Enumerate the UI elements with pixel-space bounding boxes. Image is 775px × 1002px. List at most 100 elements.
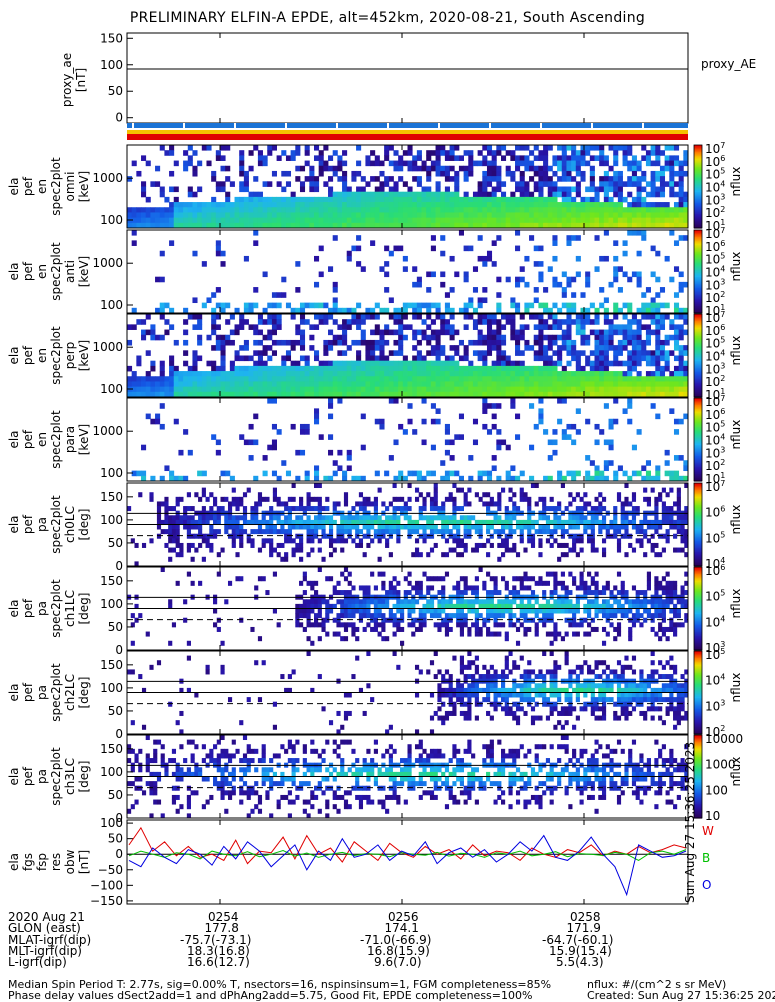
spectrogram-cell (378, 632, 382, 637)
spectrogram-cell (164, 529, 168, 534)
spectrogram-cell (492, 319, 497, 325)
spectrogram-cell (613, 181, 618, 187)
spectrogram-cell (632, 445, 637, 451)
spectrogram-cell (613, 419, 618, 425)
spectrogram-cell (445, 171, 450, 177)
spectrogram-cell (217, 515, 221, 520)
spectrogram-cell (228, 534, 232, 539)
spectrogram-cell (490, 497, 494, 502)
spectrogram-cell (329, 525, 333, 530)
spectrogram-cell (348, 534, 352, 539)
spectrogram-cell (468, 171, 473, 177)
spectrogram-cell (450, 207, 455, 213)
spectrogram-cell (552, 256, 557, 262)
spectrogram-cell (679, 287, 684, 293)
spectrogram-cell (366, 622, 370, 627)
spectrogram-cell (669, 350, 674, 356)
spectrogram-cell (267, 330, 272, 336)
spectrogram-cell (473, 381, 478, 387)
spectrogram-cell (198, 581, 202, 586)
spectrogram-cell (281, 340, 286, 346)
spectrogram-cell (674, 387, 679, 393)
spectrogram-cell (146, 330, 151, 336)
spectrogram-cell (211, 212, 216, 218)
spectrogram-cell (280, 529, 284, 534)
spectrogram-cell (375, 345, 380, 351)
axis-label-line: ela (7, 515, 21, 533)
spectrogram-cell (384, 150, 389, 156)
spectrogram-cell (445, 356, 450, 362)
spectrogram-cell (430, 515, 434, 520)
spectrogram-cell (258, 376, 263, 382)
spectrogram-cell (202, 381, 207, 387)
spectrogram-cell (623, 251, 628, 257)
spectrogram-cell (512, 543, 516, 548)
spectrogram-cell (384, 155, 389, 161)
spectrogram-cell (305, 356, 310, 362)
spectrogram-cell (632, 548, 636, 553)
spectrogram-cell (344, 622, 348, 627)
spectrogram-cell (595, 366, 600, 372)
spectrogram-cell (258, 155, 263, 161)
spectrogram-cell (328, 381, 333, 387)
spectrogram-cell (520, 187, 525, 193)
spectrogram-cell (591, 548, 595, 553)
spectrogram-cell (206, 381, 211, 387)
spectrogram-cell (273, 548, 277, 553)
spectrogram-cell (496, 292, 501, 298)
spectrogram-cell (351, 171, 356, 177)
spectrogram-cell (576, 525, 580, 530)
spectrogram-cell (520, 335, 525, 341)
spectrogram-cell (325, 613, 329, 618)
spectrogram-cell (445, 166, 450, 172)
spectrogram-cell (665, 450, 670, 456)
spectrogram-cell (618, 287, 623, 293)
spectrogram-cell (269, 529, 273, 534)
spectrogram-cell (396, 525, 400, 530)
spectrogram-cell (450, 356, 455, 362)
axis-label-line: [keV] (77, 340, 91, 371)
spectrogram-cell (370, 381, 375, 387)
spectrogram-cell (150, 181, 155, 187)
spectrogram-cell (665, 366, 670, 372)
spectrogram-cell (669, 387, 674, 393)
spectrogram-cell (169, 387, 174, 393)
axis-label-line: spec2plot (49, 242, 63, 301)
spectrogram-cell (590, 218, 595, 224)
spectrogram-cell (623, 181, 628, 187)
spectrogram-cell (239, 150, 244, 156)
spectrogram-cell (434, 622, 438, 627)
spectrogram-cell (609, 319, 614, 325)
spectrogram-cell (426, 361, 431, 367)
spectrogram-cell (269, 515, 273, 520)
spectrogram-cell (328, 376, 333, 382)
spectrogram-cell (468, 303, 473, 309)
spectrogram-cell (646, 155, 651, 161)
spectrogram-cell (398, 202, 403, 208)
spectrogram-cell (609, 218, 614, 224)
spectrogram-cell (595, 207, 600, 213)
spectrogram-cell (329, 534, 333, 539)
spectrogram-cell (381, 534, 385, 539)
spectrogram-cell (487, 161, 492, 167)
spectrogram-cell (496, 335, 501, 341)
spectrogram-cell (437, 627, 441, 632)
spectrogram-cell (288, 506, 292, 511)
spectrogram-cell (213, 501, 217, 506)
spectrogram-cell (464, 534, 468, 539)
spectrogram-cell (269, 506, 273, 511)
spectrogram-cell (475, 543, 479, 548)
spectrogram-cell (309, 202, 314, 208)
spectrogram-cell (520, 387, 525, 393)
axis-label-line: spec2plot (49, 410, 63, 469)
spectrogram-cell (604, 161, 609, 167)
spectrogram-cell (319, 387, 324, 393)
spectrogram-cell (478, 212, 483, 218)
spectrogram-cell (267, 356, 272, 362)
spectrogram-cell (188, 366, 193, 372)
spectrogram-cell (604, 256, 609, 262)
spectrogram-cell (172, 622, 176, 627)
spectrogram-cell (361, 266, 366, 272)
spectrogram-cell (342, 161, 347, 167)
spectrogram-cell (520, 471, 525, 477)
